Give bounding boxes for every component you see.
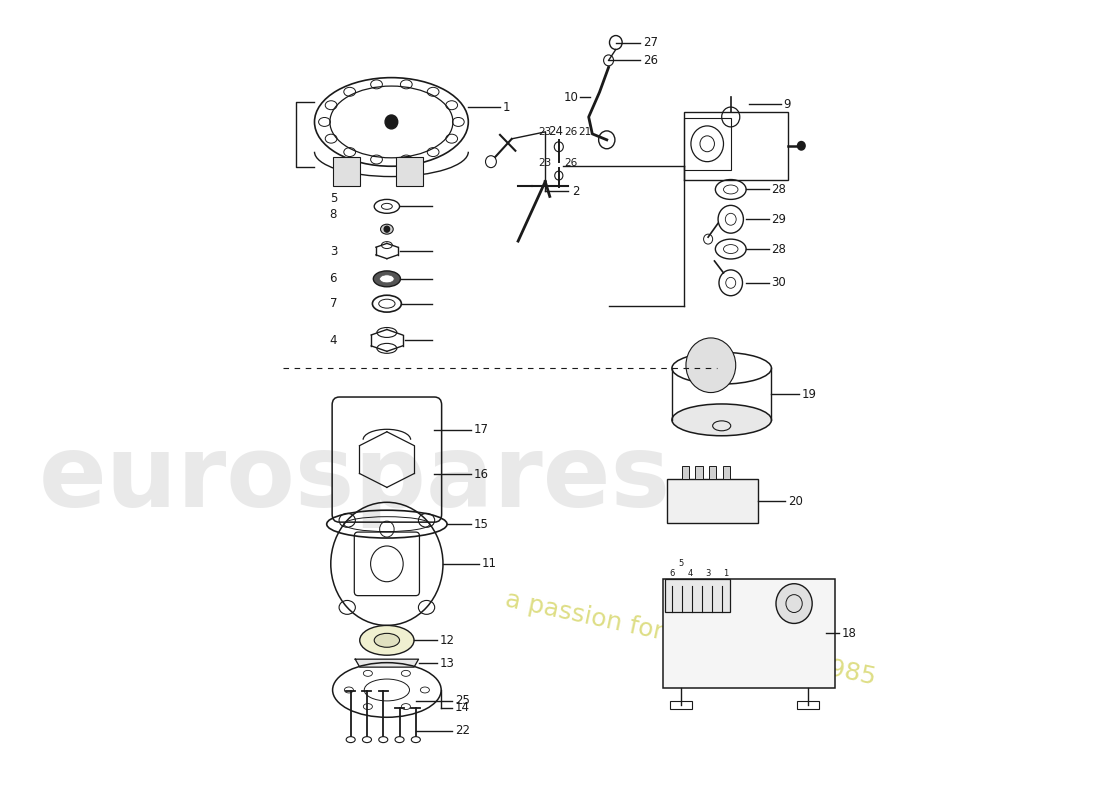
Text: 15: 15 — [473, 518, 488, 530]
Text: 4: 4 — [688, 569, 693, 578]
Text: 19: 19 — [801, 387, 816, 401]
Text: 16: 16 — [473, 468, 488, 481]
Bar — [663, 578, 835, 688]
Text: 4: 4 — [330, 334, 337, 347]
Text: 18: 18 — [842, 627, 857, 640]
Ellipse shape — [379, 275, 394, 283]
Bar — [670, 701, 692, 709]
Text: 3: 3 — [330, 245, 337, 258]
Text: 27: 27 — [644, 36, 658, 49]
Text: 5: 5 — [330, 192, 337, 205]
Text: 28: 28 — [771, 183, 786, 196]
Bar — [682, 466, 689, 479]
Text: 9: 9 — [783, 98, 791, 110]
Ellipse shape — [374, 634, 399, 647]
Text: 3: 3 — [705, 569, 711, 578]
Text: 14: 14 — [454, 702, 470, 714]
Text: 11: 11 — [482, 558, 497, 570]
Text: 1: 1 — [503, 101, 510, 114]
Text: 6: 6 — [330, 272, 337, 286]
Text: 20: 20 — [788, 494, 803, 508]
Text: 26: 26 — [644, 54, 658, 67]
Circle shape — [796, 141, 806, 150]
Text: 26: 26 — [564, 127, 578, 137]
Text: a passion for parts since 1985: a passion for parts since 1985 — [503, 587, 878, 690]
Bar — [684, 112, 788, 179]
Ellipse shape — [360, 626, 414, 655]
Polygon shape — [355, 659, 419, 667]
Text: 30: 30 — [771, 276, 786, 290]
Text: 17: 17 — [473, 423, 488, 436]
Text: 28: 28 — [771, 242, 786, 255]
Bar — [396, 157, 424, 186]
Text: 26: 26 — [564, 158, 578, 168]
Bar — [710, 466, 716, 479]
Bar — [332, 157, 360, 186]
Circle shape — [385, 115, 398, 129]
Text: 25: 25 — [454, 694, 470, 707]
Text: 5: 5 — [679, 559, 683, 568]
Text: 6: 6 — [669, 569, 674, 578]
Text: 22: 22 — [454, 724, 470, 737]
Text: 8: 8 — [330, 208, 337, 221]
Bar — [664, 578, 729, 611]
Ellipse shape — [381, 224, 393, 234]
Bar — [723, 466, 729, 479]
Ellipse shape — [672, 404, 771, 436]
Text: 24: 24 — [548, 126, 563, 138]
Bar — [796, 701, 818, 709]
Text: 12: 12 — [439, 634, 454, 647]
Text: 10: 10 — [563, 90, 579, 104]
Text: 7: 7 — [330, 297, 337, 310]
Text: 23: 23 — [538, 127, 551, 137]
Circle shape — [384, 226, 389, 232]
Ellipse shape — [686, 338, 736, 393]
Text: 2: 2 — [572, 185, 580, 198]
Bar — [684, 118, 730, 170]
Bar — [695, 466, 703, 479]
Text: 23: 23 — [538, 158, 551, 168]
Ellipse shape — [373, 271, 400, 286]
Text: eurospares: eurospares — [40, 431, 671, 528]
Text: 21: 21 — [579, 127, 592, 137]
Text: 13: 13 — [439, 657, 454, 670]
Text: 1: 1 — [724, 569, 729, 578]
Circle shape — [776, 584, 812, 623]
Text: 29: 29 — [771, 213, 786, 226]
Bar — [668, 479, 758, 523]
